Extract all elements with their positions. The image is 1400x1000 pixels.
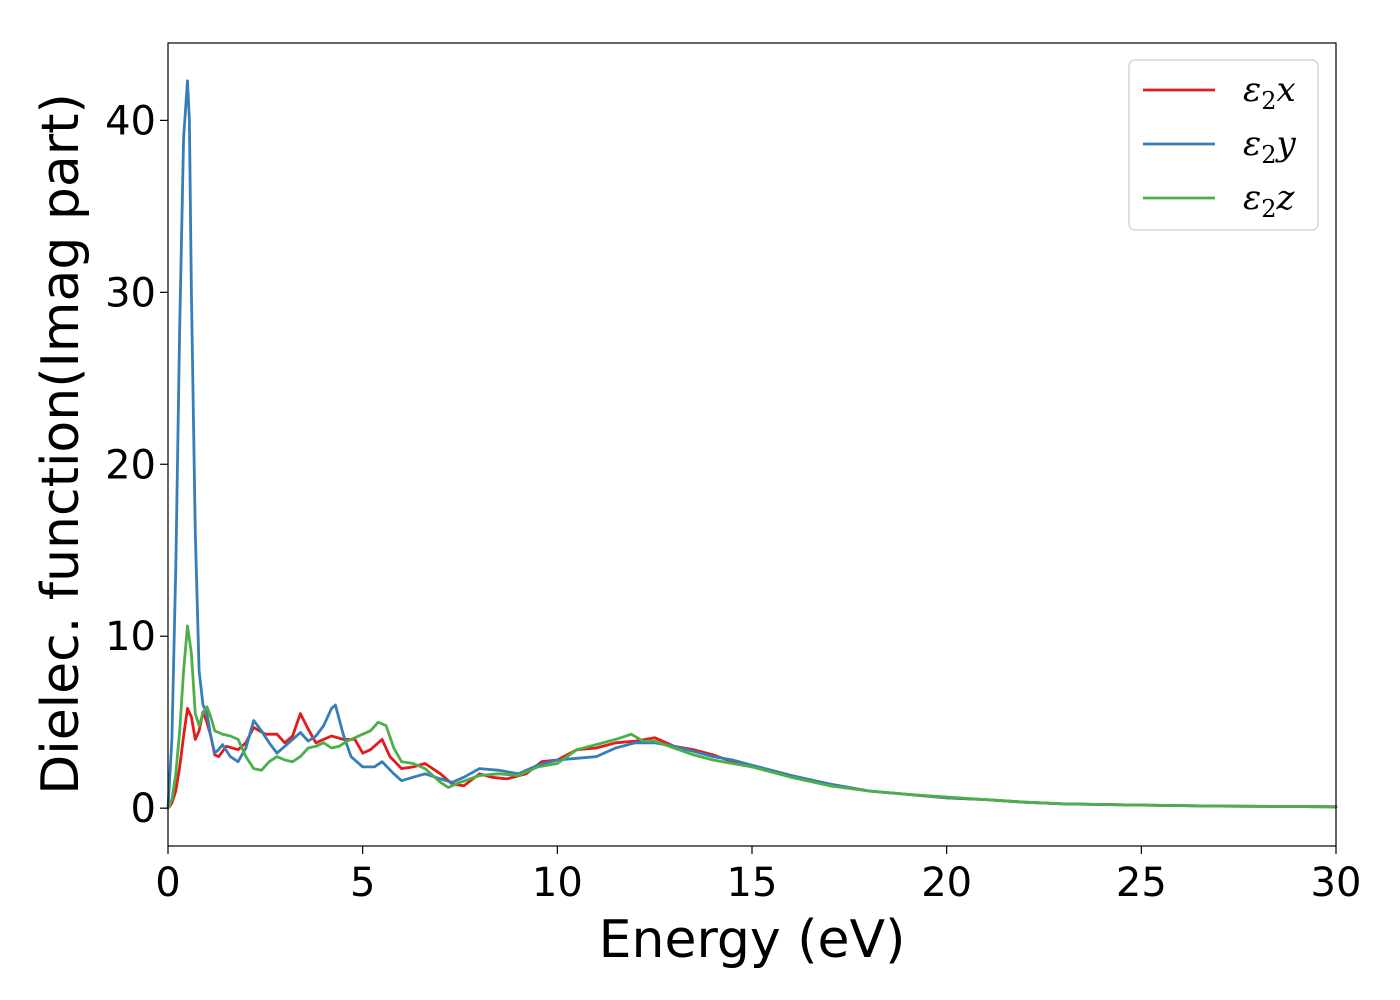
legend: ε2x ε2y ε2z — [1128, 59, 1319, 231]
y-axis-label: Dielec. function(Imag part) — [31, 93, 91, 795]
y-tick-label: 20 — [105, 442, 156, 488]
y-tick-label: 40 — [105, 98, 156, 144]
legend-label-2: ε2y — [1243, 124, 1297, 169]
x-tick-label: 0 — [155, 860, 180, 906]
x-tick-label: 20 — [921, 860, 972, 906]
y-tick-label: 10 — [105, 614, 156, 660]
x-tick-label: 15 — [727, 860, 778, 906]
y-tick-label: 30 — [105, 270, 156, 316]
y-axis-ticks: 0 10 20 30 40 — [105, 98, 168, 832]
series-line-2 — [166, 79, 1338, 810]
x-axis-ticks: 0 5 10 15 20 25 30 — [155, 846, 1361, 906]
y-tick-label: 0 — [131, 786, 156, 832]
legend-label-3: ε2z — [1243, 178, 1296, 223]
x-tick-label: 5 — [350, 860, 375, 906]
x-tick-label: 25 — [1116, 860, 1167, 906]
legend-label-1: ε2x — [1243, 70, 1296, 115]
x-axis-label: Energy (eV) — [599, 910, 906, 970]
x-tick-label: 30 — [1311, 860, 1362, 906]
series-line-3 — [166, 624, 1338, 810]
legend-box — [1128, 59, 1319, 231]
series-layer — [166, 79, 1338, 810]
x-tick-label: 10 — [532, 860, 583, 906]
